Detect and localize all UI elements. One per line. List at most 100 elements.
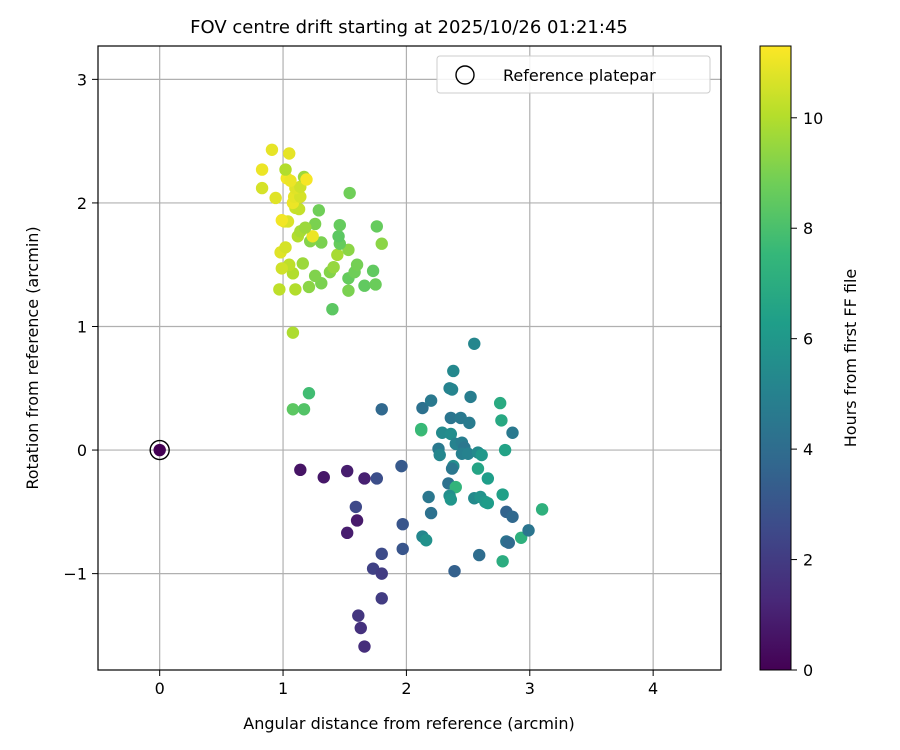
data-point bbox=[449, 480, 462, 494]
data-point bbox=[327, 260, 340, 274]
data-point bbox=[352, 609, 365, 622]
data-point bbox=[445, 462, 459, 475]
reference-marker-group bbox=[149, 439, 170, 461]
data-point bbox=[255, 163, 269, 176]
data-point bbox=[331, 248, 344, 262]
legend: Reference platepar bbox=[436, 55, 711, 94]
data-point bbox=[358, 640, 371, 653]
legend-box bbox=[436, 55, 711, 94]
data-point bbox=[445, 383, 459, 396]
data-point bbox=[463, 416, 476, 430]
data-point bbox=[283, 147, 296, 160]
y-tick-label: 2 bbox=[77, 194, 87, 213]
legend-label: Reference platepar bbox=[503, 66, 656, 85]
data-point bbox=[326, 302, 339, 316]
data-point bbox=[464, 390, 477, 404]
data-point bbox=[447, 364, 460, 378]
data-point bbox=[419, 534, 433, 547]
data-point bbox=[366, 264, 380, 278]
data-point bbox=[341, 526, 354, 540]
data-point bbox=[354, 621, 367, 635]
data-point bbox=[300, 173, 313, 186]
colorbar-label: Hours from first FF file bbox=[841, 269, 860, 448]
legend-open-circle-icon bbox=[455, 65, 475, 85]
data-point bbox=[502, 536, 516, 549]
data-point bbox=[279, 163, 292, 176]
x-tick-label: 4 bbox=[648, 679, 658, 698]
data-point bbox=[275, 262, 289, 275]
data-point bbox=[275, 214, 289, 227]
data-point bbox=[286, 326, 300, 339]
data-point bbox=[475, 448, 488, 462]
x-tick-label: 2 bbox=[401, 679, 411, 698]
y-axis-label: Rotation from reference (arcmin) bbox=[23, 226, 42, 489]
data-point bbox=[375, 547, 388, 561]
data-point bbox=[273, 283, 286, 296]
colorbar-tick-label: 8 bbox=[803, 219, 813, 238]
x-tick-label: 1 bbox=[278, 679, 288, 698]
y-tick-label: 1 bbox=[77, 317, 87, 336]
data-point bbox=[424, 506, 438, 520]
colorbar-ticks: 0 2 4 6 8 10 bbox=[791, 109, 823, 680]
data-point bbox=[498, 443, 512, 457]
data-point bbox=[279, 241, 292, 254]
data-point bbox=[302, 280, 316, 294]
grid-lines bbox=[98, 46, 721, 670]
data-point bbox=[444, 411, 458, 425]
y-tick-label: 0 bbox=[77, 441, 87, 460]
data-point bbox=[343, 186, 356, 200]
data-point bbox=[312, 204, 326, 217]
data-point bbox=[308, 217, 322, 231]
plot-frame bbox=[97, 45, 722, 671]
data-point bbox=[522, 524, 535, 537]
data-point bbox=[473, 548, 486, 562]
data-point bbox=[299, 221, 312, 234]
data-point bbox=[369, 278, 382, 291]
data-point bbox=[493, 396, 507, 410]
data-point bbox=[317, 471, 330, 484]
x-axis-label: Angular distance from reference (arcmin) bbox=[243, 714, 574, 733]
data-point bbox=[342, 243, 355, 257]
data-point bbox=[308, 269, 322, 283]
data-point bbox=[448, 564, 461, 578]
data-point bbox=[375, 403, 388, 416]
data-point bbox=[496, 488, 509, 501]
data-point bbox=[396, 542, 409, 556]
data-point bbox=[461, 447, 475, 460]
y-axis-ticks: −1 0 1 2 3 bbox=[63, 70, 98, 584]
data-point bbox=[481, 472, 495, 485]
data-point bbox=[495, 414, 508, 427]
data-point bbox=[306, 230, 319, 243]
data-point bbox=[424, 394, 438, 407]
data-point bbox=[350, 258, 364, 271]
y-tick-label: 3 bbox=[77, 70, 87, 89]
data-point bbox=[297, 403, 311, 416]
data-point bbox=[349, 500, 363, 514]
colorbar bbox=[759, 45, 792, 671]
data-point bbox=[315, 236, 328, 249]
colorbar-tick-label: 4 bbox=[803, 440, 813, 459]
data-points bbox=[153, 143, 549, 653]
data-point bbox=[284, 174, 297, 187]
data-point bbox=[255, 181, 269, 195]
data-point bbox=[415, 422, 428, 436]
x-tick-label: 0 bbox=[155, 679, 165, 698]
data-point bbox=[269, 191, 282, 205]
reference-marker-icon bbox=[149, 439, 170, 461]
data-point bbox=[286, 403, 300, 416]
data-point bbox=[506, 510, 519, 523]
data-point bbox=[396, 517, 409, 531]
colorbar-tick-label: 10 bbox=[803, 109, 823, 128]
data-point bbox=[375, 567, 388, 580]
data-point bbox=[358, 472, 371, 485]
data-point bbox=[471, 462, 485, 475]
data-point bbox=[395, 459, 408, 473]
data-point bbox=[375, 592, 388, 605]
colorbar-tick-label: 0 bbox=[803, 661, 813, 680]
data-point bbox=[296, 257, 309, 270]
data-point bbox=[289, 283, 302, 296]
data-point bbox=[468, 337, 481, 350]
data-point bbox=[350, 514, 364, 527]
x-tick-label: 3 bbox=[525, 679, 535, 698]
data-point bbox=[302, 387, 316, 400]
